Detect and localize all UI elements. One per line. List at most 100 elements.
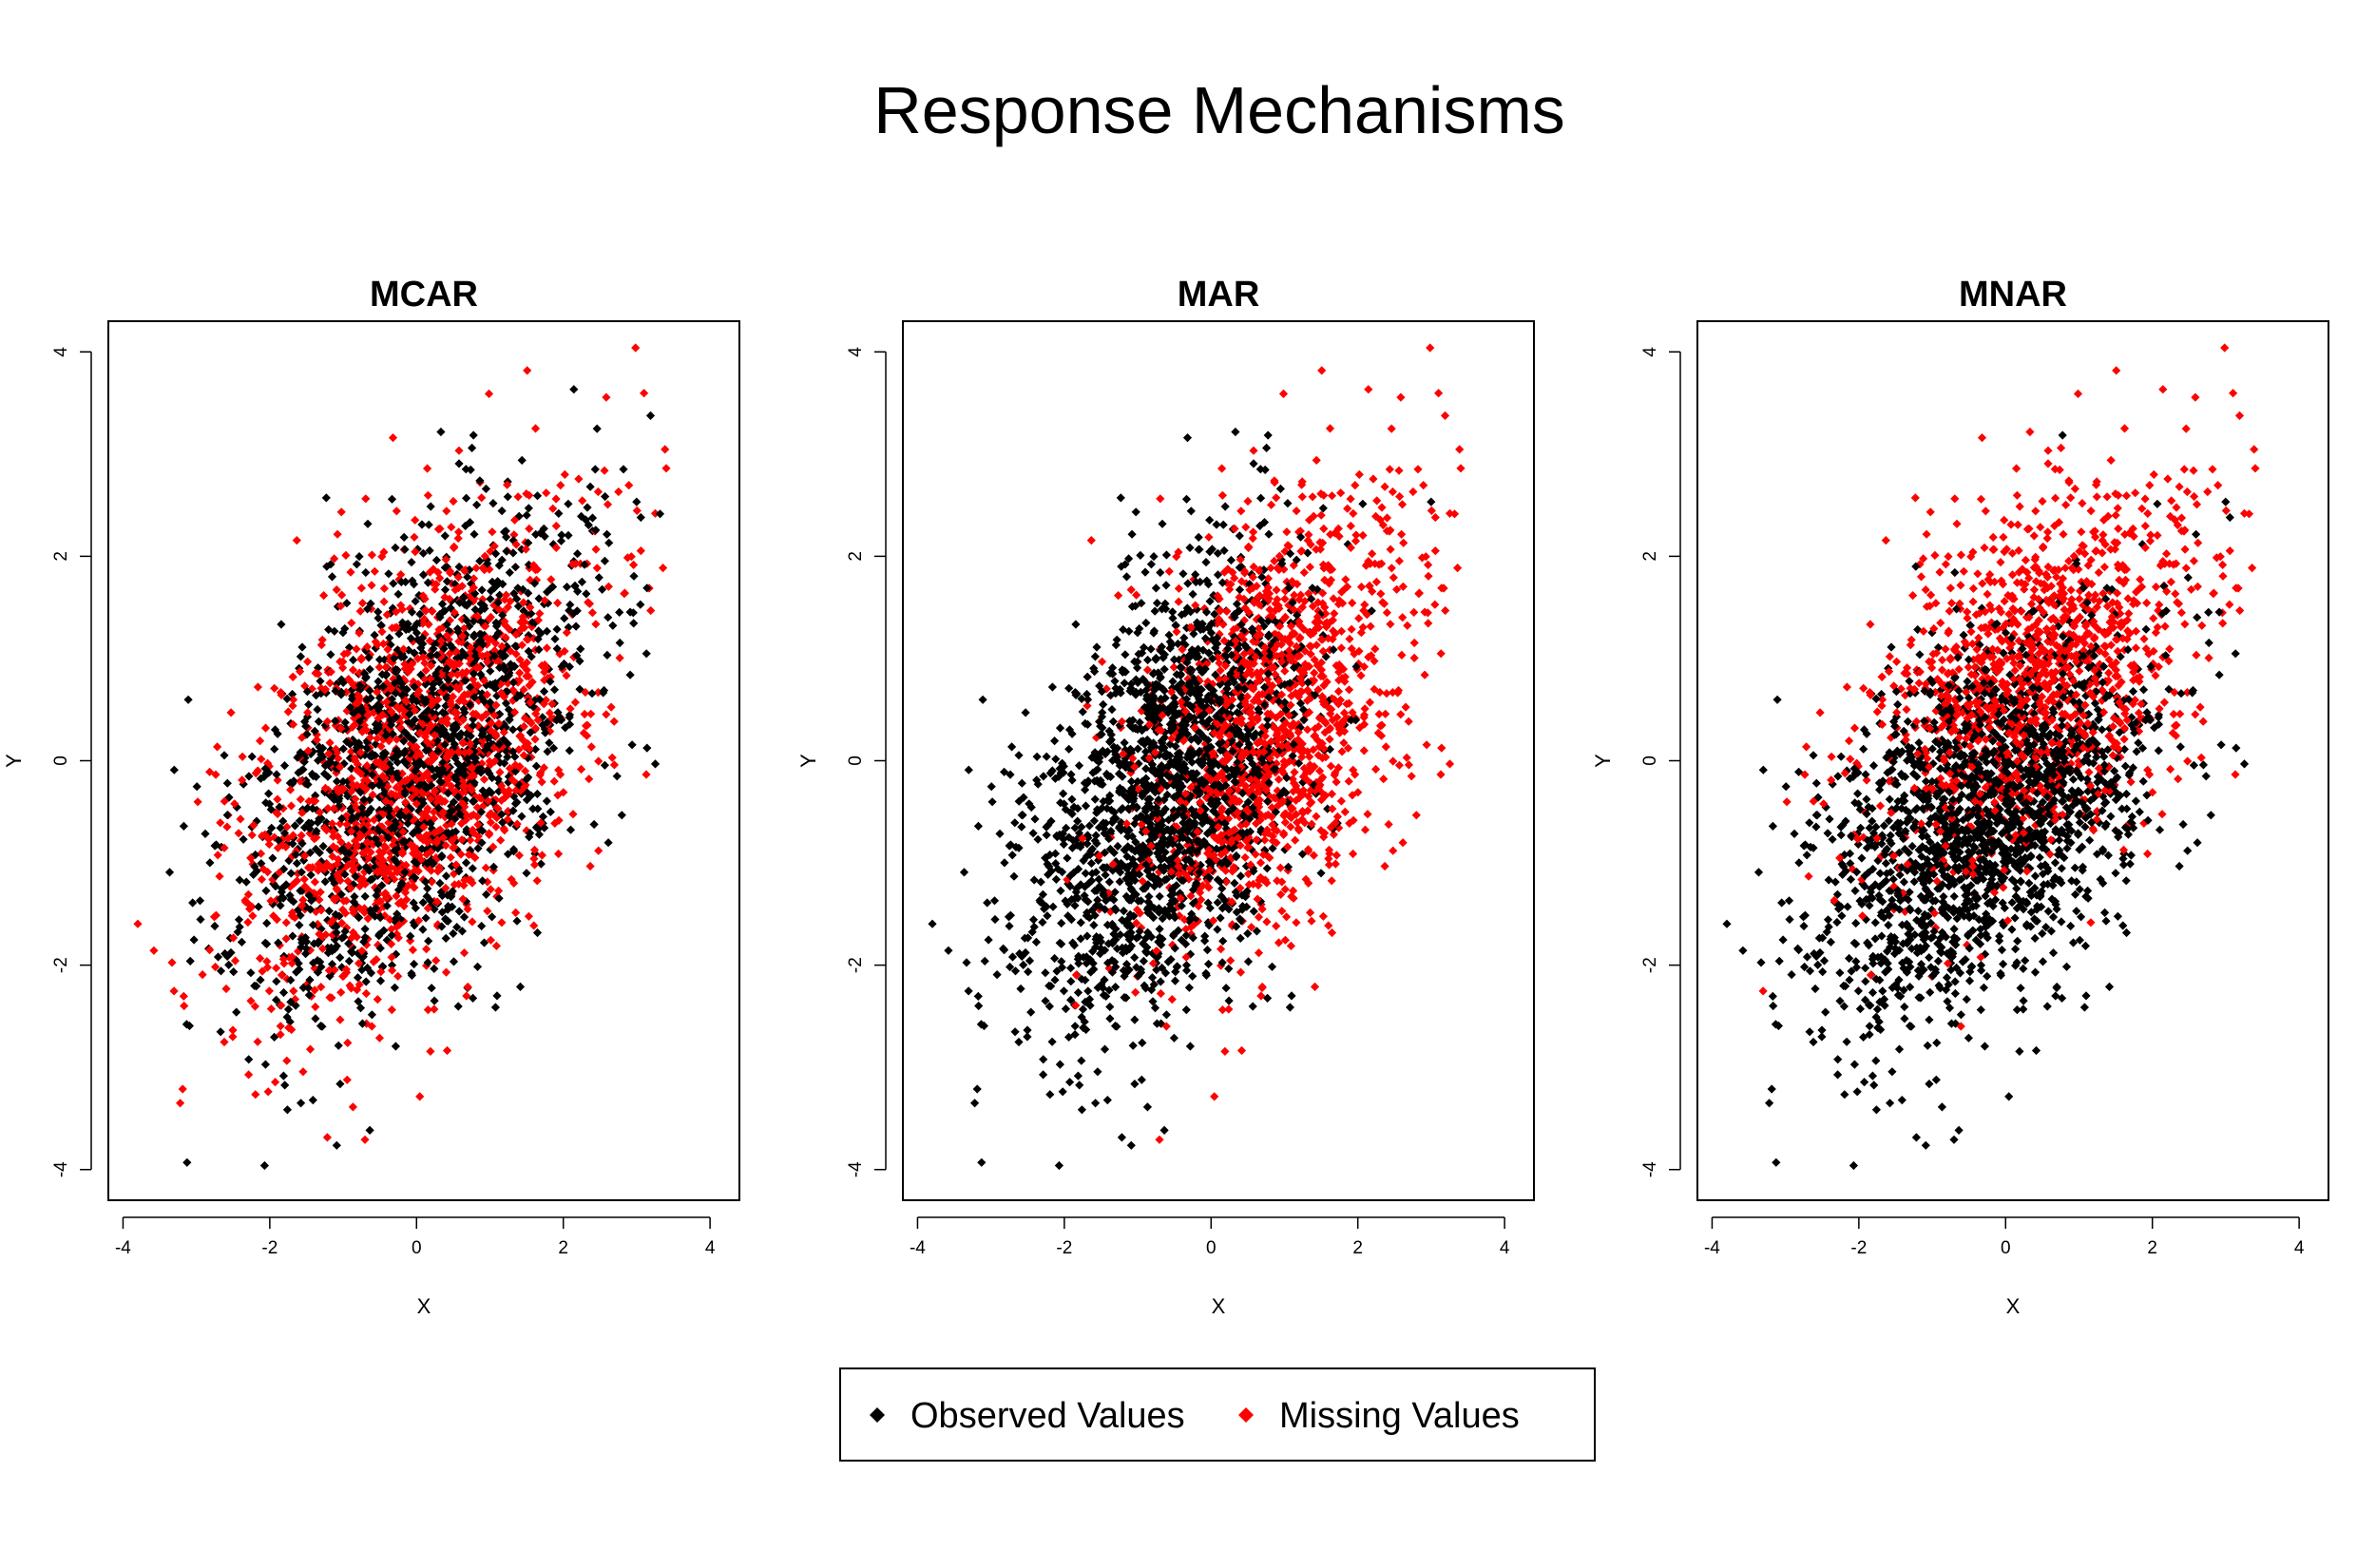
missing-point — [497, 918, 507, 927]
missing-point — [414, 916, 424, 926]
observed-point — [359, 937, 369, 947]
missing-point — [327, 993, 336, 1003]
observed-point — [592, 424, 602, 433]
observed-point — [554, 508, 564, 518]
missing-point — [431, 731, 440, 740]
observed-point — [387, 961, 397, 970]
observed-point — [422, 891, 431, 901]
observed-point — [366, 728, 375, 737]
missing-point — [149, 946, 159, 955]
observed-point — [365, 686, 374, 696]
missing-point — [429, 564, 438, 574]
observed-point — [512, 916, 522, 926]
observed-point — [426, 895, 435, 906]
observed-point — [409, 623, 418, 633]
missing-point — [1408, 487, 1418, 497]
observed-point — [446, 892, 456, 902]
missing-point — [474, 696, 484, 705]
observed-point — [381, 778, 391, 788]
x-tick-label: 4 — [705, 1238, 716, 1258]
observed-point — [265, 799, 275, 809]
missing-point — [1254, 912, 1264, 922]
observed-point — [1007, 742, 1017, 752]
missing-point — [284, 1023, 294, 1033]
observed-point — [524, 631, 533, 641]
observed-point — [374, 931, 384, 941]
observed-point — [504, 777, 513, 787]
observed-point — [409, 736, 418, 745]
missing-point — [320, 783, 330, 793]
missing-point — [325, 738, 335, 748]
missing-point — [432, 897, 442, 907]
observed-point — [615, 638, 624, 648]
observed-point — [636, 600, 645, 609]
observed-point — [366, 804, 375, 813]
observed-point — [503, 492, 512, 502]
observed-point — [587, 689, 597, 698]
missing-point — [509, 878, 519, 888]
observed-point — [604, 538, 614, 547]
missing-point — [213, 742, 222, 752]
missing-point — [466, 642, 475, 652]
missing-point — [417, 774, 427, 784]
missing-point — [276, 1022, 285, 1031]
missing-point — [1347, 624, 1356, 634]
observed-point — [354, 913, 364, 923]
observed-point — [493, 628, 503, 638]
missing-point — [636, 546, 645, 556]
missing-point — [602, 392, 611, 402]
observed-point — [477, 689, 487, 698]
missing-point — [243, 917, 253, 927]
observed-point — [448, 902, 457, 911]
observed-point — [322, 562, 332, 571]
missing-point — [624, 481, 634, 490]
missing-point — [609, 717, 619, 726]
observed-point — [440, 563, 450, 572]
missing-point — [432, 629, 442, 639]
observed-point — [471, 641, 481, 651]
missing-point — [382, 698, 392, 707]
observed-point — [364, 653, 374, 662]
missing-point — [477, 758, 487, 769]
missing-point — [358, 874, 368, 884]
observed-point — [310, 726, 319, 736]
observed-point — [272, 770, 281, 779]
observed-point — [463, 754, 472, 763]
observed-point — [437, 890, 447, 901]
observed-point — [1155, 925, 1164, 934]
missing-point — [362, 761, 372, 771]
missing-point — [347, 618, 356, 628]
missing-point — [512, 677, 522, 687]
observed-point — [508, 725, 518, 735]
observed-point — [370, 630, 379, 640]
observed-point — [285, 1017, 295, 1026]
missing-point — [1325, 735, 1334, 744]
missing-point — [1409, 607, 1419, 617]
missing-point — [396, 601, 406, 610]
observed-point — [428, 684, 437, 694]
observed-point — [401, 782, 411, 792]
observed-point — [375, 976, 386, 985]
observed-point — [311, 1014, 320, 1023]
missing-point — [497, 641, 507, 651]
missing-point — [272, 915, 281, 925]
missing-point — [489, 601, 499, 610]
observed-point — [498, 610, 508, 620]
observed-point — [477, 585, 487, 595]
observed-point — [502, 641, 511, 651]
x-tick-label: -4 — [115, 1238, 131, 1258]
missing-point — [518, 660, 527, 670]
missing-point — [631, 343, 641, 353]
missing-point — [485, 564, 494, 574]
observed-point — [325, 971, 335, 981]
missing-point — [469, 574, 479, 583]
missing-point — [385, 848, 394, 857]
observed-point — [1107, 705, 1117, 715]
missing-point — [229, 933, 239, 943]
missing-point — [384, 818, 393, 828]
observed-point — [1055, 1060, 1064, 1069]
observed-point — [486, 586, 496, 596]
observed-point — [330, 626, 339, 636]
